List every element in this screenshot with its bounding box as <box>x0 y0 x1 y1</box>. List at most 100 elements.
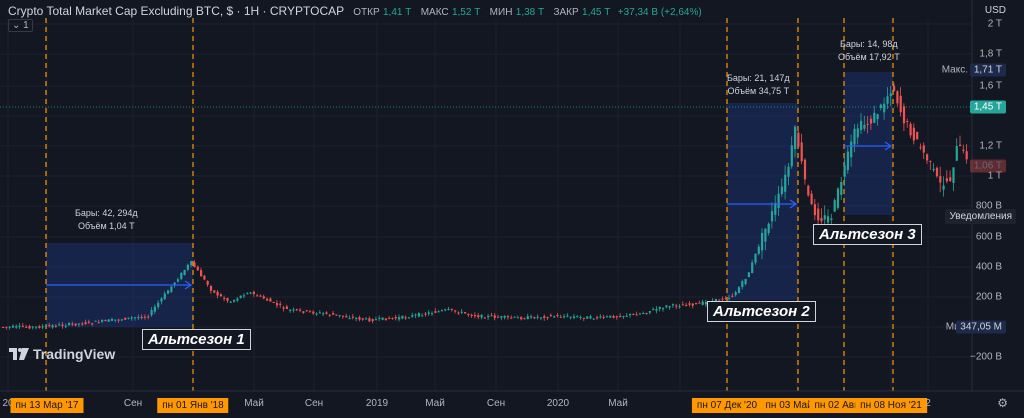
candle-body <box>893 85 896 91</box>
candle-body <box>41 326 44 328</box>
time-highlight: пн 01 Янв '18 <box>157 398 229 413</box>
candle-body <box>530 316 533 318</box>
candle-body <box>681 304 684 306</box>
candle-body <box>437 311 440 313</box>
candle-body <box>163 293 166 300</box>
measure-stats-1: Бары: 42, 294д Объём 1,04 T <box>75 207 138 233</box>
candle-body <box>516 317 519 319</box>
candle-body <box>879 104 882 108</box>
candle-body <box>94 320 97 322</box>
close-price-tag: 1,45 T <box>969 100 1006 114</box>
candle-body <box>926 154 929 161</box>
candle-body <box>473 315 477 317</box>
candle-body <box>675 305 678 307</box>
candle-body <box>757 246 760 254</box>
candle-body <box>421 315 424 317</box>
candle-body <box>147 316 150 318</box>
measure-bars: Бары: 21, 147д <box>727 73 790 83</box>
currency-button[interactable]: USD <box>984 5 1006 16</box>
candle-body <box>622 315 625 317</box>
candle-body <box>130 317 133 319</box>
candle-body <box>827 216 830 223</box>
candle-body <box>625 315 628 317</box>
candle-body <box>922 145 925 153</box>
symbol-title[interactable]: Crypto Total Market Cap Excluding BTC, $… <box>8 4 344 18</box>
candle-body <box>945 178 948 182</box>
candle-body <box>186 264 189 270</box>
candle-body <box>803 159 807 180</box>
candle-body <box>143 316 147 318</box>
tradingview-logo: TradingView <box>9 346 115 362</box>
candle-body <box>407 317 411 319</box>
candle-body <box>487 315 490 318</box>
collapse-label: 1 <box>23 20 29 31</box>
prev-close-tag: 1,06 T <box>969 159 1006 173</box>
measure-bars: Бары: 14, 98д <box>840 39 898 49</box>
candle-body <box>701 301 704 305</box>
legend-collapse-button[interactable]: ⌄ 1 <box>8 19 33 32</box>
candle-body <box>794 126 797 149</box>
close-label: ЗАКР <box>553 7 579 18</box>
time-tick: Май <box>608 398 628 409</box>
candle-body <box>325 312 328 314</box>
candle-body <box>51 325 54 328</box>
candle-body <box>18 325 21 327</box>
candle-body <box>665 305 668 308</box>
measure-boxes <box>46 72 893 327</box>
candle-body <box>398 317 401 320</box>
altseason-1-label[interactable]: Альтсезон 1 <box>142 329 251 350</box>
candle-body <box>368 318 371 322</box>
candle-body <box>434 311 437 313</box>
candle-body <box>836 188 840 208</box>
candle-body <box>219 294 222 297</box>
candle-body <box>15 325 18 328</box>
candle-body <box>318 312 321 314</box>
high-value: 1,52 T <box>451 7 481 18</box>
gear-icon[interactable]: ⚙ <box>997 396 1008 410</box>
candle-body <box>909 123 912 136</box>
price-tick: 1,6 T <box>979 80 1002 92</box>
candle-body <box>718 299 721 301</box>
tradingview-logo-icon <box>9 348 29 360</box>
measure-volume: Объём 1,04 T <box>77 221 135 231</box>
candle-body <box>190 261 193 266</box>
candle-body <box>226 298 229 301</box>
candle-body <box>322 313 325 315</box>
candle-body <box>150 309 153 316</box>
candle-body <box>229 301 232 303</box>
candle-body <box>770 211 774 222</box>
candle-body <box>275 303 279 306</box>
measure-volume: Объём 34,75 T <box>727 86 790 96</box>
candle-body <box>193 262 196 268</box>
candle-body <box>107 319 110 322</box>
min-value-tag: 347,05 M <box>956 320 1006 334</box>
candle-body <box>401 315 404 319</box>
candle-body <box>84 322 87 325</box>
candle-body <box>497 316 500 318</box>
logo-text: TradingView <box>33 346 116 362</box>
candle-body <box>912 127 915 141</box>
candle-body <box>457 312 460 314</box>
candle-body <box>127 317 130 319</box>
candle-body <box>632 313 635 315</box>
candle-body <box>761 232 764 251</box>
candle-body <box>249 292 252 294</box>
price-tick: 2 T <box>987 18 1002 30</box>
open-label: ОТКР <box>353 7 380 18</box>
candle-body <box>543 316 546 318</box>
measure-arrows <box>46 141 893 290</box>
candle-body <box>668 306 671 308</box>
price-tick: 200 B <box>975 291 1002 303</box>
candle-body <box>124 317 127 320</box>
candle-body <box>767 223 770 234</box>
notifications-button[interactable]: Уведомления <box>945 209 1016 224</box>
candle-body <box>153 306 156 312</box>
candle-body <box>790 145 793 167</box>
altseason-2-label[interactable]: Альтсезон 2 <box>707 301 816 322</box>
candle-body <box>417 313 420 317</box>
candle-body <box>460 311 463 313</box>
altseason-3-label[interactable]: Альтсезон 3 <box>813 224 922 245</box>
candle-body <box>180 272 183 280</box>
candle-body <box>949 177 952 181</box>
